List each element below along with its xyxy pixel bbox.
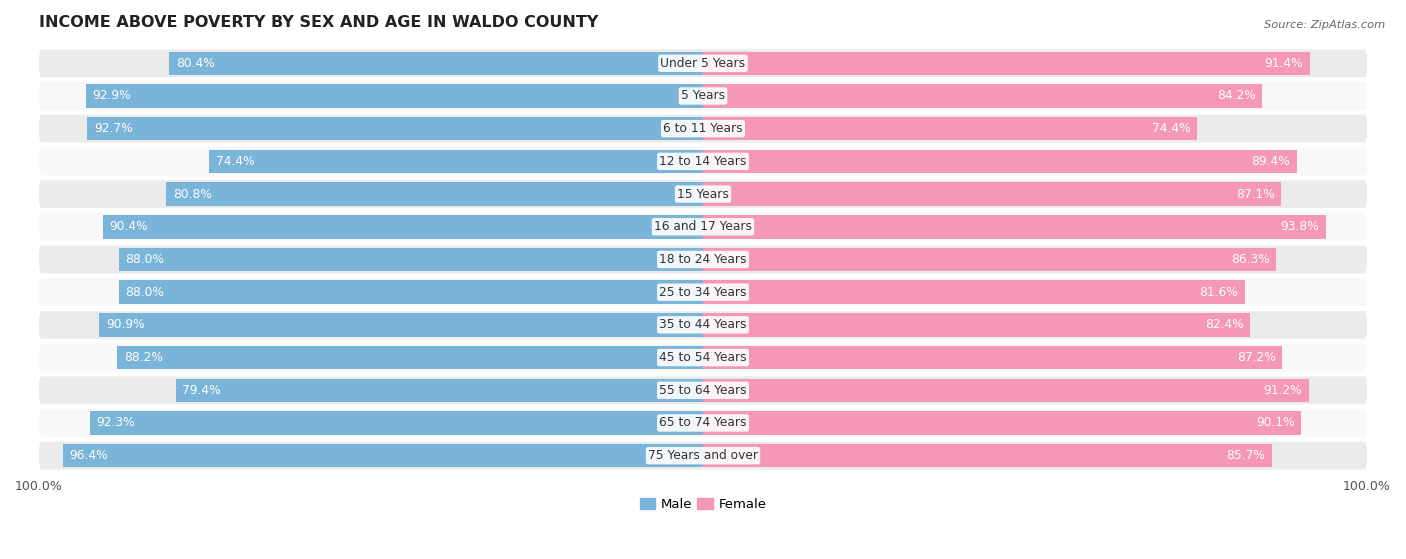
- FancyBboxPatch shape: [39, 49, 1367, 77]
- Text: 25 to 34 Years: 25 to 34 Years: [659, 286, 747, 299]
- Bar: [703, 51, 1310, 75]
- Legend: Male, Female: Male, Female: [634, 492, 772, 516]
- Text: 84.2%: 84.2%: [1216, 89, 1256, 102]
- Text: 5 Years: 5 Years: [681, 89, 725, 102]
- Bar: [703, 378, 1309, 402]
- Bar: [703, 248, 1277, 271]
- FancyBboxPatch shape: [39, 180, 1367, 208]
- FancyBboxPatch shape: [39, 245, 1367, 273]
- Bar: [117, 346, 703, 369]
- Text: 80.4%: 80.4%: [176, 57, 215, 70]
- FancyBboxPatch shape: [39, 442, 1367, 470]
- Text: 81.6%: 81.6%: [1199, 286, 1239, 299]
- Bar: [703, 281, 1244, 304]
- Text: 55 to 64 Years: 55 to 64 Years: [659, 384, 747, 397]
- Text: 90.9%: 90.9%: [105, 319, 145, 331]
- Bar: [703, 150, 1296, 173]
- Bar: [703, 346, 1282, 369]
- Text: 18 to 24 Years: 18 to 24 Years: [659, 253, 747, 266]
- Text: 87.1%: 87.1%: [1236, 188, 1275, 201]
- Bar: [703, 117, 1197, 140]
- Text: 96.4%: 96.4%: [69, 449, 108, 462]
- Text: 88.2%: 88.2%: [124, 351, 163, 364]
- Text: 35 to 44 Years: 35 to 44 Years: [659, 319, 747, 331]
- Bar: [118, 248, 703, 271]
- Text: 79.4%: 79.4%: [183, 384, 221, 397]
- Text: 91.2%: 91.2%: [1264, 384, 1302, 397]
- Bar: [176, 378, 703, 402]
- Text: 74.4%: 74.4%: [1152, 122, 1191, 135]
- Bar: [169, 51, 703, 75]
- Text: 74.4%: 74.4%: [215, 155, 254, 168]
- Text: 91.4%: 91.4%: [1264, 57, 1303, 70]
- Bar: [209, 150, 703, 173]
- Text: 85.7%: 85.7%: [1226, 449, 1265, 462]
- FancyBboxPatch shape: [39, 148, 1367, 176]
- Bar: [703, 84, 1263, 108]
- Text: 93.8%: 93.8%: [1281, 220, 1319, 233]
- Text: 87.2%: 87.2%: [1237, 351, 1275, 364]
- Text: 75 Years and over: 75 Years and over: [648, 449, 758, 462]
- Text: 90.1%: 90.1%: [1256, 416, 1295, 429]
- FancyBboxPatch shape: [39, 82, 1367, 110]
- FancyBboxPatch shape: [39, 115, 1367, 143]
- Bar: [86, 84, 703, 108]
- Bar: [90, 411, 703, 435]
- FancyBboxPatch shape: [39, 344, 1367, 372]
- FancyBboxPatch shape: [39, 376, 1367, 404]
- Bar: [100, 313, 703, 337]
- Bar: [703, 182, 1281, 206]
- Text: 80.8%: 80.8%: [173, 188, 212, 201]
- Text: 86.3%: 86.3%: [1230, 253, 1270, 266]
- Text: INCOME ABOVE POVERTY BY SEX AND AGE IN WALDO COUNTY: INCOME ABOVE POVERTY BY SEX AND AGE IN W…: [39, 15, 599, 30]
- FancyBboxPatch shape: [39, 409, 1367, 437]
- FancyBboxPatch shape: [39, 278, 1367, 306]
- Text: 6 to 11 Years: 6 to 11 Years: [664, 122, 742, 135]
- Text: 88.0%: 88.0%: [125, 286, 165, 299]
- Bar: [103, 215, 703, 239]
- Bar: [87, 117, 703, 140]
- Bar: [703, 313, 1250, 337]
- Bar: [703, 411, 1302, 435]
- Text: 92.3%: 92.3%: [97, 416, 135, 429]
- Text: 82.4%: 82.4%: [1205, 319, 1243, 331]
- Bar: [703, 215, 1326, 239]
- Text: 88.0%: 88.0%: [125, 253, 165, 266]
- Text: 92.7%: 92.7%: [94, 122, 132, 135]
- FancyBboxPatch shape: [39, 213, 1367, 241]
- Text: 89.4%: 89.4%: [1251, 155, 1291, 168]
- FancyBboxPatch shape: [39, 311, 1367, 339]
- Bar: [166, 182, 703, 206]
- Text: 16 and 17 Years: 16 and 17 Years: [654, 220, 752, 233]
- Bar: [703, 444, 1272, 467]
- Text: 90.4%: 90.4%: [110, 220, 148, 233]
- Bar: [63, 444, 703, 467]
- Bar: [118, 281, 703, 304]
- Text: Under 5 Years: Under 5 Years: [661, 57, 745, 70]
- Text: 15 Years: 15 Years: [678, 188, 728, 201]
- Text: 12 to 14 Years: 12 to 14 Years: [659, 155, 747, 168]
- Text: 92.9%: 92.9%: [93, 89, 131, 102]
- Text: 45 to 54 Years: 45 to 54 Years: [659, 351, 747, 364]
- Text: 65 to 74 Years: 65 to 74 Years: [659, 416, 747, 429]
- Text: Source: ZipAtlas.com: Source: ZipAtlas.com: [1264, 20, 1385, 30]
